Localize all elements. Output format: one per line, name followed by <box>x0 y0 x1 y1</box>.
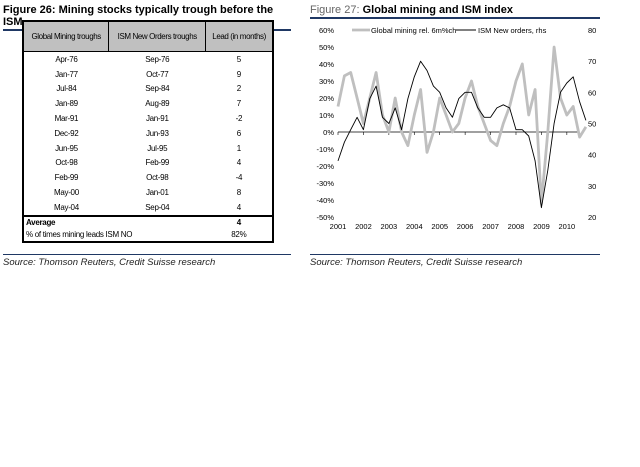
table-row: Mar-91 Jan-91 -2 <box>23 111 273 126</box>
y-left-tick: 10% <box>319 111 334 120</box>
y-right-tick: 80 <box>588 26 596 35</box>
y-right-tick: 50 <box>588 120 596 129</box>
mining-series-line <box>336 45 588 205</box>
ism-series-line <box>337 60 587 209</box>
table-cell: Jan-01 <box>145 188 169 198</box>
table-cell: 8 <box>236 188 241 198</box>
table-row: May-04 Sep-04 4 <box>23 200 273 216</box>
y-left-tick: -30% <box>316 179 334 188</box>
table-cell: Jul-84 <box>56 84 77 94</box>
table-cell: 4 <box>236 158 241 168</box>
table-row: Jul-84 Sep-84 2 <box>23 82 273 97</box>
table-cell: 5 <box>236 54 241 64</box>
table-row: Jan-77 Oct-77 9 <box>23 67 273 82</box>
table-cell: Aug-89 <box>145 99 170 109</box>
average-value: 4 <box>205 214 273 229</box>
y-left-tick: -10% <box>316 145 334 154</box>
figure-number: Figure 27: <box>310 4 363 16</box>
table-cell: Jul-95 <box>147 143 168 153</box>
y-left-tick: 40% <box>319 60 334 69</box>
x-tick: 2001 <box>330 222 347 231</box>
pct-row: % of times mining leads ISM NO 82% <box>23 229 273 242</box>
table-cell: 4 <box>236 202 241 212</box>
table-row: Jun-95 Jul-95 1 <box>23 141 273 156</box>
y-left-tick: 20% <box>319 94 334 103</box>
table-cell: Feb-99 <box>54 173 79 183</box>
table-cell: 6 <box>236 128 241 138</box>
figure-27-source: Source: Thomson Reuters, Credit Suisse r… <box>310 254 600 268</box>
table-cell: Sep-04 <box>145 202 170 212</box>
x-tick: 2010 <box>559 222 576 231</box>
y-right-tick: 30 <box>588 182 596 191</box>
x-tick: 2008 <box>508 222 525 231</box>
table-cell: Sep-76 <box>145 54 170 64</box>
troughs-table: Global Mining troughs ISM New Orders tro… <box>22 20 274 243</box>
y-right-tick: 20 <box>588 213 596 222</box>
table-row: Oct-98 Feb-99 4 <box>23 156 273 171</box>
figure-26-source: Source: Thomson Reuters, Credit Suisse r… <box>3 254 291 268</box>
y-left-tick: -20% <box>316 162 334 171</box>
x-tick: 2002 <box>355 222 372 231</box>
table-cell: 1 <box>236 143 241 153</box>
table-cell: Oct-98 <box>55 158 78 168</box>
table-cell: 2 <box>236 84 241 94</box>
mining-ism-chart: 60% 50% 40% 30% 20% 10% 0% -10% -20% -30% -40% -50%… <box>316 26 596 231</box>
average-label: Average <box>23 214 109 229</box>
table-cell: Oct-77 <box>146 69 169 79</box>
y-left-tick: 30% <box>319 77 334 86</box>
x-tick: 2004 <box>406 222 423 231</box>
x-tick: 2003 <box>381 222 398 231</box>
table-cell: Jan-89 <box>55 99 78 109</box>
table-cell: -2 <box>235 114 243 124</box>
y-left-tick: 50% <box>319 43 334 52</box>
table-cell: Mar-91 <box>54 114 79 124</box>
figure-27-title: Figure 27: Global mining and ISM index <box>310 4 600 19</box>
legend-ism-label: ISM New orders, rhs <box>478 26 547 35</box>
y-right-tick: 70 <box>588 57 596 66</box>
legend-mining-label: Global mining rel. 6m%ch <box>371 26 456 35</box>
y-left-tick: 0% <box>323 128 334 137</box>
x-tick: 2006 <box>457 222 474 231</box>
average-row: Average 4 <box>23 214 273 229</box>
table-cell: May-00 <box>53 188 79 198</box>
x-tick: 2005 <box>431 222 448 231</box>
table-cell: Jan-91 <box>145 114 169 124</box>
table-row: Jan-89 Aug-89 7 <box>23 96 273 111</box>
y-left-tick: -50% <box>316 213 334 222</box>
table-row: Dec-92 Jun-93 6 <box>23 126 273 141</box>
table-cell: Sep-84 <box>145 84 170 94</box>
x-tick: 2007 <box>482 222 499 231</box>
table-cell: Feb-99 <box>145 158 170 168</box>
table-cell: Dec-92 <box>54 128 79 138</box>
y-left-tick: -40% <box>316 196 334 205</box>
table-cell: -4 <box>235 173 243 183</box>
col-header: ISM New Orders troughs <box>108 20 207 52</box>
table-row: May-00 Jan-01 8 <box>23 185 273 200</box>
y-right-tick: 60 <box>588 88 596 97</box>
table-row: Feb-99 Oct-98 -4 <box>23 170 273 185</box>
y-right-tick: 40 <box>588 151 596 160</box>
col-header: Lead (in months) <box>205 20 274 52</box>
y-left-tick: 60% <box>319 26 334 35</box>
pct-label: % of times mining leads ISM NO <box>26 230 133 240</box>
table-cell: Jun-93 <box>145 128 169 138</box>
pct-value: 82% <box>231 230 247 240</box>
table-cell: 9 <box>236 69 241 79</box>
table-row: Apr-76 Sep-76 5 <box>23 52 273 67</box>
table-cell: Oct-98 <box>146 173 169 183</box>
table-cell: Jan-77 <box>55 69 78 79</box>
table-cell: May-04 <box>53 202 79 212</box>
figure-title-text: Global mining and ISM index <box>362 4 513 16</box>
table-cell: Jun-95 <box>55 143 78 153</box>
table-cell: 7 <box>236 99 241 109</box>
table-cell: Apr-76 <box>55 54 78 64</box>
x-tick: 2009 <box>533 222 550 231</box>
col-header: Global Mining troughs <box>22 20 110 52</box>
